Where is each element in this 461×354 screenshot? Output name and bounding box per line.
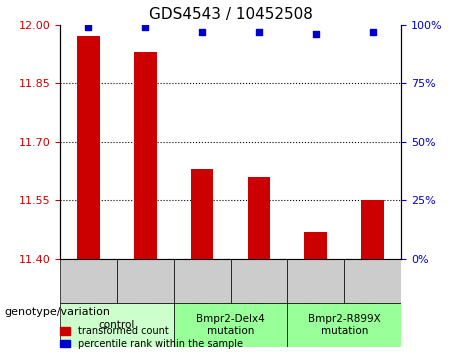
Point [255, 29, 263, 35]
Point [312, 31, 319, 37]
FancyBboxPatch shape [174, 259, 230, 303]
FancyBboxPatch shape [287, 303, 401, 347]
Text: Bmpr2-R899X
mutation: Bmpr2-R899X mutation [308, 314, 381, 336]
Bar [304, 232, 327, 259]
Bar [361, 200, 384, 259]
Text: control: control [99, 320, 135, 330]
FancyBboxPatch shape [60, 303, 174, 347]
Point [85, 24, 92, 30]
Bar [248, 177, 270, 259]
Title: GDS4543 / 10452508: GDS4543 / 10452508 [148, 7, 313, 22]
Text: genotype/variation: genotype/variation [5, 307, 111, 316]
FancyBboxPatch shape [117, 259, 174, 303]
FancyBboxPatch shape [344, 259, 401, 303]
FancyBboxPatch shape [287, 259, 344, 303]
Bar [191, 169, 213, 259]
Bar [77, 36, 100, 259]
FancyBboxPatch shape [60, 259, 117, 303]
Point [369, 29, 376, 35]
Point [142, 24, 149, 30]
Legend: transformed count, percentile rank within the sample: transformed count, percentile rank withi… [60, 326, 242, 349]
FancyBboxPatch shape [174, 303, 287, 347]
Text: Bmpr2-Delx4
mutation: Bmpr2-Delx4 mutation [196, 314, 265, 336]
FancyBboxPatch shape [230, 259, 287, 303]
Bar [134, 52, 157, 259]
Point [198, 29, 206, 35]
